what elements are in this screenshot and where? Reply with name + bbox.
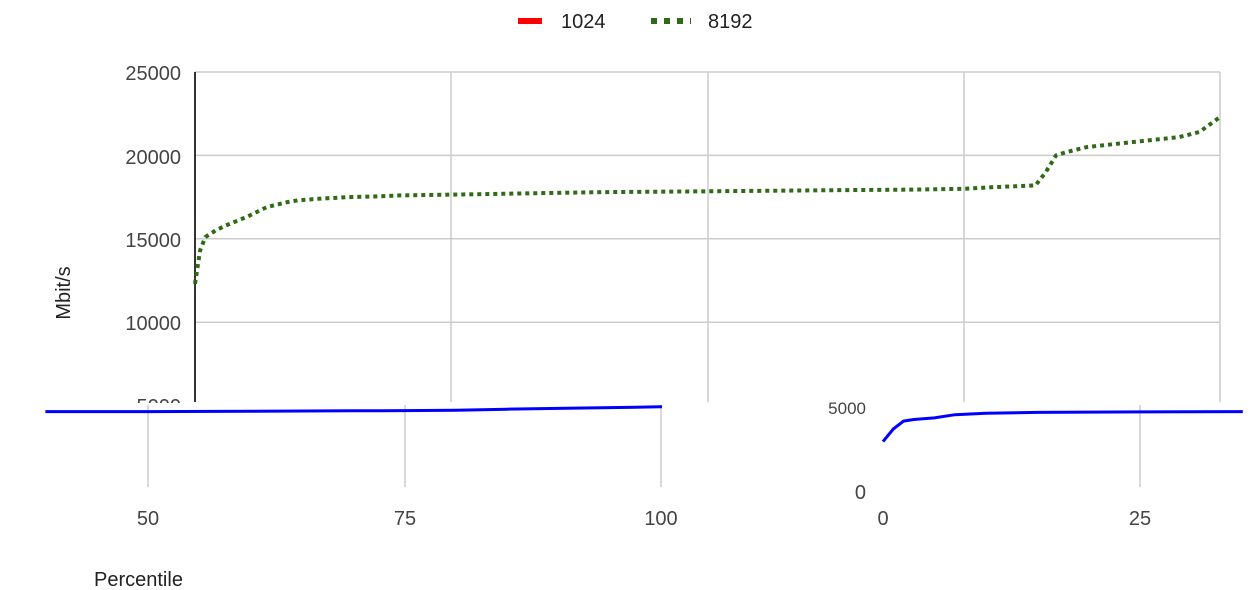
main-gridlines	[195, 71, 1221, 407]
x-tick-100: 100	[644, 508, 677, 530]
legend-label-1024: 1024	[561, 11, 606, 33]
series-line-8192	[193, 115, 1222, 285]
y-tick-20000: 20000	[125, 147, 181, 169]
legend-label-8192: 8192	[708, 11, 753, 33]
fragment-right: 5000 0 0 25	[828, 399, 1243, 530]
crop-mask	[0, 403, 1258, 590]
y-tick-25000: 25000	[125, 63, 181, 85]
fragment-right-y-tick-5000: 5000	[828, 399, 866, 418]
legend-item-8192[interactable]: 8192	[651, 11, 753, 33]
x-axis-title: Percentile	[94, 569, 183, 590]
legend-item-1024[interactable]: 1024	[518, 11, 606, 33]
fragment-left: 50 75 100 Percentile	[45, 405, 678, 590]
fragment-left-series-line	[45, 405, 662, 414]
x-tick-25: 25	[1129, 508, 1151, 530]
legend: 1024 8192	[518, 11, 753, 33]
y-axis-title: Mbit/s	[53, 266, 75, 319]
y-tick-15000: 15000	[125, 230, 181, 252]
y-tick-10000: 10000	[125, 313, 181, 335]
main-y-tick-labels: 25000 20000 15000 10000 5000	[125, 63, 181, 418]
x-tick-50: 50	[137, 508, 159, 530]
x-tick-75: 75	[394, 508, 416, 530]
fragment-right-series-line	[881, 410, 1243, 443]
main-chart: 25000 20000 15000 10000 5000 Mbit/s	[0, 63, 1258, 590]
fragment-right-y-tick-0: 0	[855, 482, 866, 504]
x-tick-0: 0	[877, 508, 888, 530]
